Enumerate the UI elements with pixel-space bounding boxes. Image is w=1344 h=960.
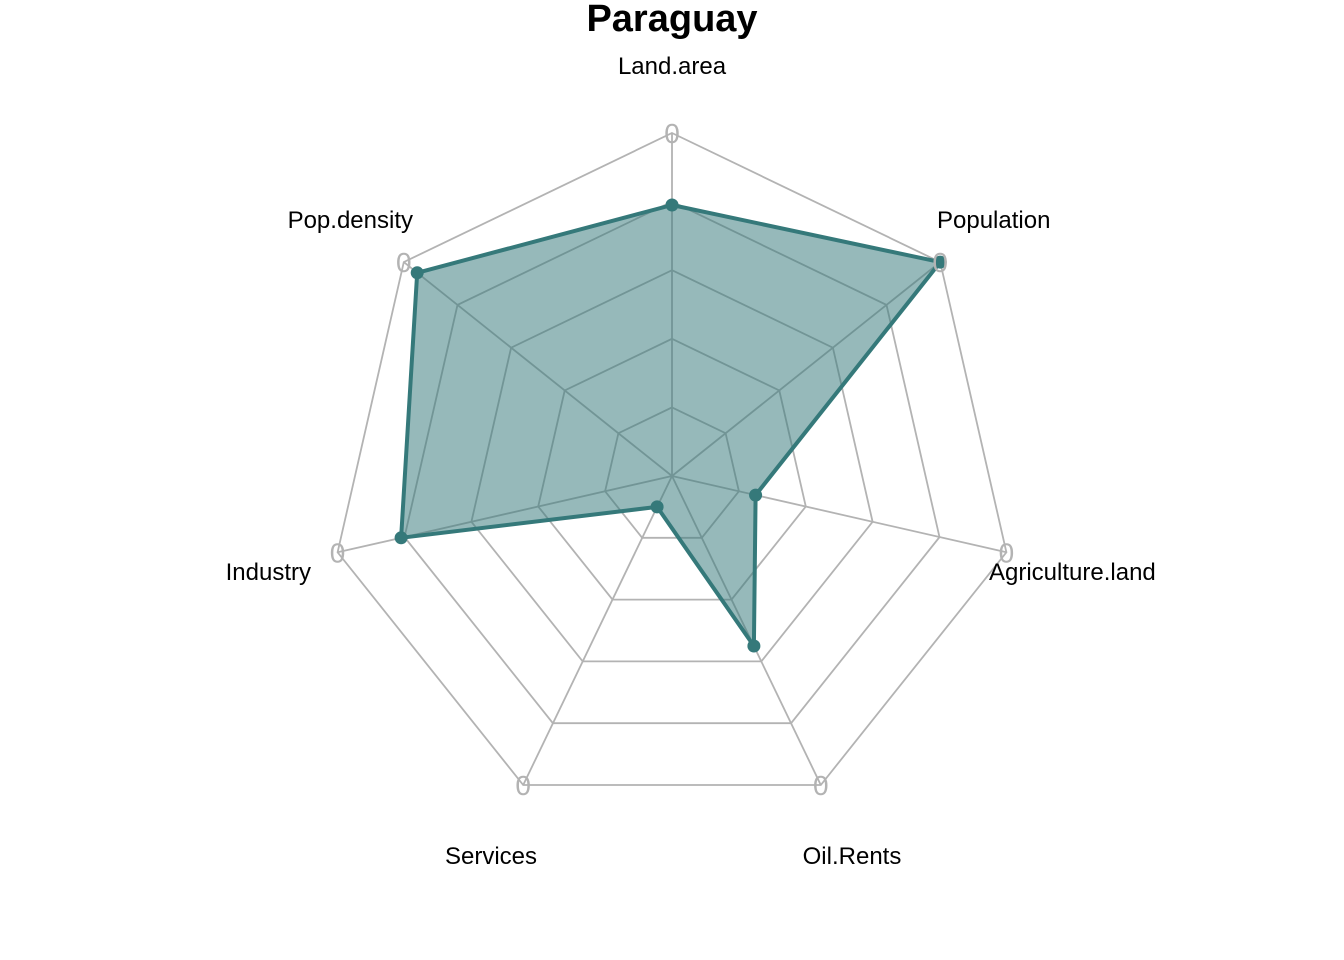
data-point-industry xyxy=(394,531,408,545)
series-area xyxy=(401,205,941,646)
tick-label: 0 xyxy=(664,118,680,149)
axis-label-population: Population xyxy=(937,207,1050,234)
data-point-agriculture-land xyxy=(749,488,763,502)
series-line xyxy=(399,203,943,648)
axis-label-land-area: Land.area xyxy=(618,53,727,80)
tick-label: 0 xyxy=(813,770,829,801)
axis-label-oil-rents: Oil.Rents xyxy=(803,843,902,870)
tick-label: 0 xyxy=(999,537,1015,568)
data-point-pop-density xyxy=(410,266,424,280)
tick-label: 0 xyxy=(330,537,346,568)
axis-label-pop-density: Pop.density xyxy=(288,207,413,234)
series xyxy=(394,198,947,653)
data-point-land-area xyxy=(665,198,679,212)
tick-label: 0 xyxy=(396,247,412,278)
tick-labels: 0 0 0 0 0 0 0 xyxy=(330,118,1014,801)
spoke-services xyxy=(522,475,673,786)
axis-label-agriculture-land: Agriculture.land xyxy=(989,559,1156,586)
data-point-services xyxy=(650,500,664,514)
axis-label-services: Services xyxy=(445,843,537,870)
chart-title: Paraguay xyxy=(586,0,757,40)
tick-label: 0 xyxy=(932,247,948,278)
tick-label: 0 xyxy=(515,770,531,801)
axis-label-industry: Industry xyxy=(226,559,311,586)
axis-labels: Land.area Population Agriculture.land Oil.R… xyxy=(226,53,1156,870)
grid-ring-5 xyxy=(336,132,1008,786)
data-point-population xyxy=(933,255,947,269)
data-point-oil-rents xyxy=(747,639,761,653)
